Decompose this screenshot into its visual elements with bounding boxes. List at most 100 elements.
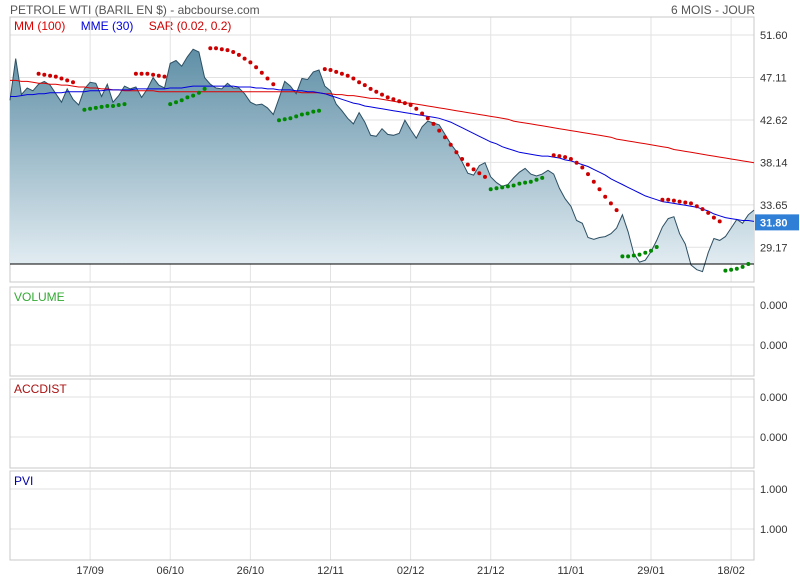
sar-point-down bbox=[397, 99, 402, 104]
sar-point-down bbox=[614, 208, 619, 213]
sar-point-down bbox=[683, 200, 688, 205]
sar-point-down bbox=[391, 97, 396, 102]
sar-point-up bbox=[179, 98, 184, 103]
sar-point-down bbox=[231, 50, 236, 54]
sar-point-down bbox=[156, 73, 161, 78]
sar-point-up bbox=[631, 253, 636, 258]
sar-point-down bbox=[586, 172, 590, 177]
sar-point-up bbox=[305, 111, 310, 116]
sar-point-down bbox=[597, 187, 602, 192]
sar-point-up bbox=[111, 104, 115, 108]
sar-point-down bbox=[603, 194, 608, 199]
sar-point-up bbox=[517, 181, 522, 186]
sar-point-down bbox=[236, 52, 241, 57]
sar-point-down bbox=[322, 67, 327, 72]
sar-point-up bbox=[82, 107, 87, 112]
y-tick-label: 47.11 bbox=[760, 72, 787, 84]
sar-point-down bbox=[48, 73, 53, 78]
sar-point-down bbox=[214, 46, 218, 51]
panel-tick-label: 0.000 bbox=[760, 432, 788, 444]
y-tick-label: 38.14 bbox=[760, 157, 788, 169]
last-value-label: 31.80 bbox=[760, 217, 788, 229]
sar-point-down bbox=[36, 71, 41, 76]
price-area bbox=[10, 49, 754, 272]
sar-point-down bbox=[368, 86, 373, 91]
sar-point-down bbox=[568, 157, 573, 161]
price-line bbox=[9, 48, 755, 273]
sar-point-down bbox=[677, 199, 682, 204]
sar-point-down bbox=[65, 78, 70, 83]
legend-sar: SAR (0.02, 0.2) bbox=[148, 19, 232, 33]
sar-point-up bbox=[500, 185, 505, 190]
sar-point-up bbox=[723, 268, 728, 273]
sar-point-down bbox=[208, 46, 213, 51]
sar-point-up bbox=[523, 180, 528, 185]
sar-point-up bbox=[649, 248, 653, 253]
panel-frame bbox=[9, 286, 755, 377]
sar-point-down bbox=[59, 76, 64, 81]
sar-point-up bbox=[740, 264, 745, 269]
sar-point-down bbox=[666, 197, 671, 202]
sar-point-down bbox=[151, 72, 156, 77]
sar-point-up bbox=[488, 187, 493, 192]
sar-point-down bbox=[689, 201, 693, 206]
sar-point-up bbox=[540, 175, 545, 180]
sar-point-down bbox=[254, 65, 259, 70]
sar-point-down bbox=[414, 106, 419, 111]
sar-point-down bbox=[431, 121, 436, 126]
sar-point-up bbox=[122, 102, 127, 107]
sar-point-down bbox=[477, 171, 482, 176]
sar-point-down bbox=[145, 71, 150, 76]
sar-point-up bbox=[746, 262, 751, 266]
sar-point-down bbox=[271, 82, 276, 87]
sar-point-down bbox=[380, 92, 384, 97]
x-tick-label: 11/01 bbox=[558, 565, 585, 577]
sar-point-up bbox=[534, 177, 539, 182]
legend-mm: MM (100) bbox=[14, 19, 66, 33]
sar-point-down bbox=[700, 207, 705, 212]
y-tick-label: 42.62 bbox=[760, 115, 788, 127]
panel-tick-label: 0.000 bbox=[760, 340, 788, 352]
sar-point-down bbox=[219, 47, 224, 52]
sar-point-down bbox=[42, 72, 47, 77]
panel-tick-label: 0.000 bbox=[760, 300, 788, 312]
panel-frame bbox=[9, 470, 755, 561]
sar-point-down bbox=[339, 71, 344, 76]
sar-point-up bbox=[196, 90, 201, 95]
sar-point-down bbox=[557, 154, 562, 159]
mm-100-line bbox=[10, 79, 755, 164]
x-tick-label: 17/09 bbox=[76, 565, 104, 577]
sar-point-up bbox=[620, 254, 625, 259]
last-value-badge bbox=[755, 214, 799, 231]
sar-point-down bbox=[248, 60, 253, 65]
y-tick-label: 51.60 bbox=[760, 30, 788, 42]
sar-point-up bbox=[729, 267, 734, 272]
x-tick-label: 18/02 bbox=[717, 565, 745, 577]
sar-point-down bbox=[374, 89, 379, 94]
sar-point-down bbox=[133, 71, 138, 76]
sar-point-down bbox=[328, 68, 333, 72]
panel-label-accdist: ACCDIST bbox=[14, 382, 67, 396]
sar-point-up bbox=[288, 116, 293, 121]
sar-point-down bbox=[53, 74, 58, 79]
sar-point-up bbox=[105, 104, 110, 108]
legend-mme: MME (30) bbox=[80, 19, 134, 33]
period-selector[interactable]: 6 MOIS - JOUR bbox=[670, 3, 755, 17]
panel-label-pvi: PVI bbox=[14, 474, 34, 488]
sar-point-down bbox=[242, 56, 247, 61]
y-tick-label: 29.17 bbox=[760, 242, 788, 254]
sar-point-up bbox=[626, 254, 631, 259]
panel-tick-label: 1.000 bbox=[760, 524, 788, 536]
x-tick-label: 06/10 bbox=[156, 565, 184, 577]
sar-point-up bbox=[654, 245, 659, 249]
sar-point-down bbox=[425, 116, 430, 121]
sar-point-down bbox=[460, 157, 465, 161]
sar-point-up bbox=[168, 102, 173, 107]
chart-title: PETROLE WTI (BARIL EN $) - abcbourse.com bbox=[10, 3, 260, 17]
sar-point-up bbox=[643, 250, 648, 255]
sar-point-down bbox=[443, 135, 447, 140]
y-tick-label: 33.65 bbox=[760, 200, 788, 212]
sar-point-down bbox=[448, 142, 453, 147]
sar-point-up bbox=[174, 100, 178, 105]
